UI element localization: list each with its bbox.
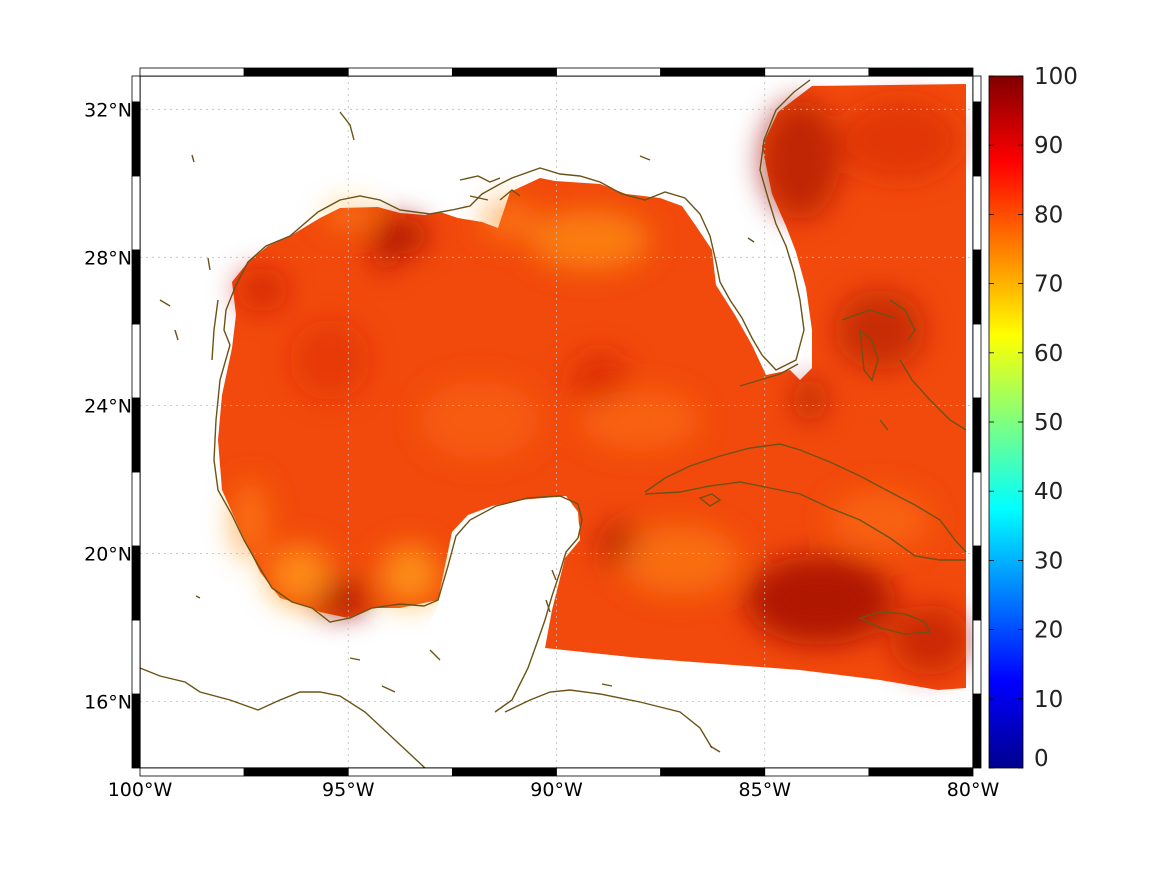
border-segment-left bbox=[131, 75, 141, 103]
border-segment-right bbox=[972, 619, 982, 695]
louisiana-marsh bbox=[459, 175, 521, 201]
colorbar-tick-label: 20 bbox=[1034, 618, 1063, 644]
border-segment-bottom bbox=[139, 767, 245, 777]
map-plot-area bbox=[140, 76, 973, 768]
border-segment-left bbox=[131, 545, 141, 621]
lat-tick-label: 16°N bbox=[84, 691, 132, 713]
colorbar-tick-label: 70 bbox=[1034, 272, 1063, 298]
colorbar-bar bbox=[988, 75, 1024, 769]
border-segment-left bbox=[131, 471, 141, 547]
colorbar-tick-label: 90 bbox=[1034, 133, 1063, 159]
colorbar-tick-label: 10 bbox=[1034, 687, 1063, 713]
border-segment-top bbox=[347, 67, 453, 77]
border-segment-left bbox=[131, 619, 141, 695]
jamaica bbox=[858, 611, 932, 635]
lon-tick-label: 100°W bbox=[108, 779, 173, 801]
honduras-coast bbox=[504, 689, 713, 749]
colorbar-ticks: 0 10 20 30 40 50 60 70 80 90 100 bbox=[989, 64, 1078, 772]
colorbar-tick-label: 40 bbox=[1034, 479, 1063, 505]
border-segment-right bbox=[972, 249, 982, 325]
colorbar-tick-label: 50 bbox=[1034, 410, 1063, 436]
us-gulf-coast bbox=[223, 79, 811, 371]
border-segment-top bbox=[243, 67, 349, 77]
border-segment-right bbox=[972, 323, 982, 399]
border-segment-left bbox=[131, 693, 141, 769]
isle-of-youth bbox=[698, 493, 722, 507]
lon-tick-labels: 100°W 95°W 90°W 85°W 80°W bbox=[108, 779, 1000, 801]
border-segment-top bbox=[451, 67, 557, 77]
border-segment-left bbox=[131, 249, 141, 325]
colorbar-tick-label: 60 bbox=[1034, 341, 1063, 367]
border-segment-top bbox=[868, 67, 974, 77]
florida-keys bbox=[739, 363, 799, 387]
grid-lines bbox=[140, 76, 973, 768]
mexico-gulf-coast bbox=[213, 344, 583, 713]
border-segment-right bbox=[972, 397, 982, 473]
lat-tick-label: 24°N bbox=[84, 395, 132, 417]
border-segment-right bbox=[972, 471, 982, 547]
small-islands bbox=[159, 111, 755, 753]
border-segment-top bbox=[139, 67, 245, 77]
lon-tick-label: 80°W bbox=[947, 779, 1000, 801]
colorbar-tick-label: 80 bbox=[1034, 202, 1063, 228]
lat-tick-label: 20°N bbox=[84, 543, 132, 565]
border-segment-bottom bbox=[660, 767, 766, 777]
border-segment-bottom bbox=[556, 767, 662, 777]
border-segment-left bbox=[131, 323, 141, 399]
field-variation bbox=[232, 100, 970, 675]
lon-tick-label: 85°W bbox=[739, 779, 792, 801]
lon-tick-label: 90°W bbox=[530, 779, 583, 801]
border-segment-right bbox=[972, 101, 982, 177]
yucatan-islands bbox=[429, 569, 557, 661]
border-segment-bottom bbox=[764, 767, 870, 777]
colorbar-tick-label: 100 bbox=[1034, 64, 1078, 90]
border-segment-top bbox=[556, 67, 662, 77]
colorbar-tick-label: 0 bbox=[1034, 746, 1049, 772]
land-masks bbox=[420, 502, 580, 720]
colorbar-tick-label: 30 bbox=[1034, 548, 1063, 574]
yucatan-land bbox=[420, 502, 580, 720]
border-segment-right bbox=[972, 75, 982, 103]
border-segment-top bbox=[660, 67, 766, 77]
lat-tick-label: 32°N bbox=[84, 99, 132, 121]
border-segment-top bbox=[764, 67, 870, 77]
texas-barrier bbox=[207, 257, 219, 361]
border-segment-bottom bbox=[347, 767, 453, 777]
map-border bbox=[131, 67, 982, 777]
border-segment-right bbox=[972, 545, 982, 621]
border-segment-bottom bbox=[868, 767, 974, 777]
border-segment-bottom bbox=[243, 767, 349, 777]
colorbar: 0 10 20 30 40 50 60 70 80 90 100 bbox=[988, 64, 1078, 772]
lat-tick-label: 28°N bbox=[84, 247, 132, 269]
border-segment-bottom bbox=[451, 767, 557, 777]
lon-tick-label: 95°W bbox=[322, 779, 375, 801]
coastlines bbox=[140, 79, 967, 768]
border-segment-left bbox=[131, 175, 141, 251]
bahamas-andros bbox=[841, 299, 967, 431]
border-segment-left bbox=[131, 397, 141, 473]
lat-tick-labels: 16°N 20°N 24°N 28°N 32°N bbox=[84, 99, 132, 713]
border-segment-right bbox=[972, 175, 982, 251]
border-segment-left bbox=[131, 101, 141, 177]
cuba bbox=[644, 443, 967, 561]
border-segment-right bbox=[972, 693, 982, 769]
central-america-pacific bbox=[140, 667, 426, 768]
